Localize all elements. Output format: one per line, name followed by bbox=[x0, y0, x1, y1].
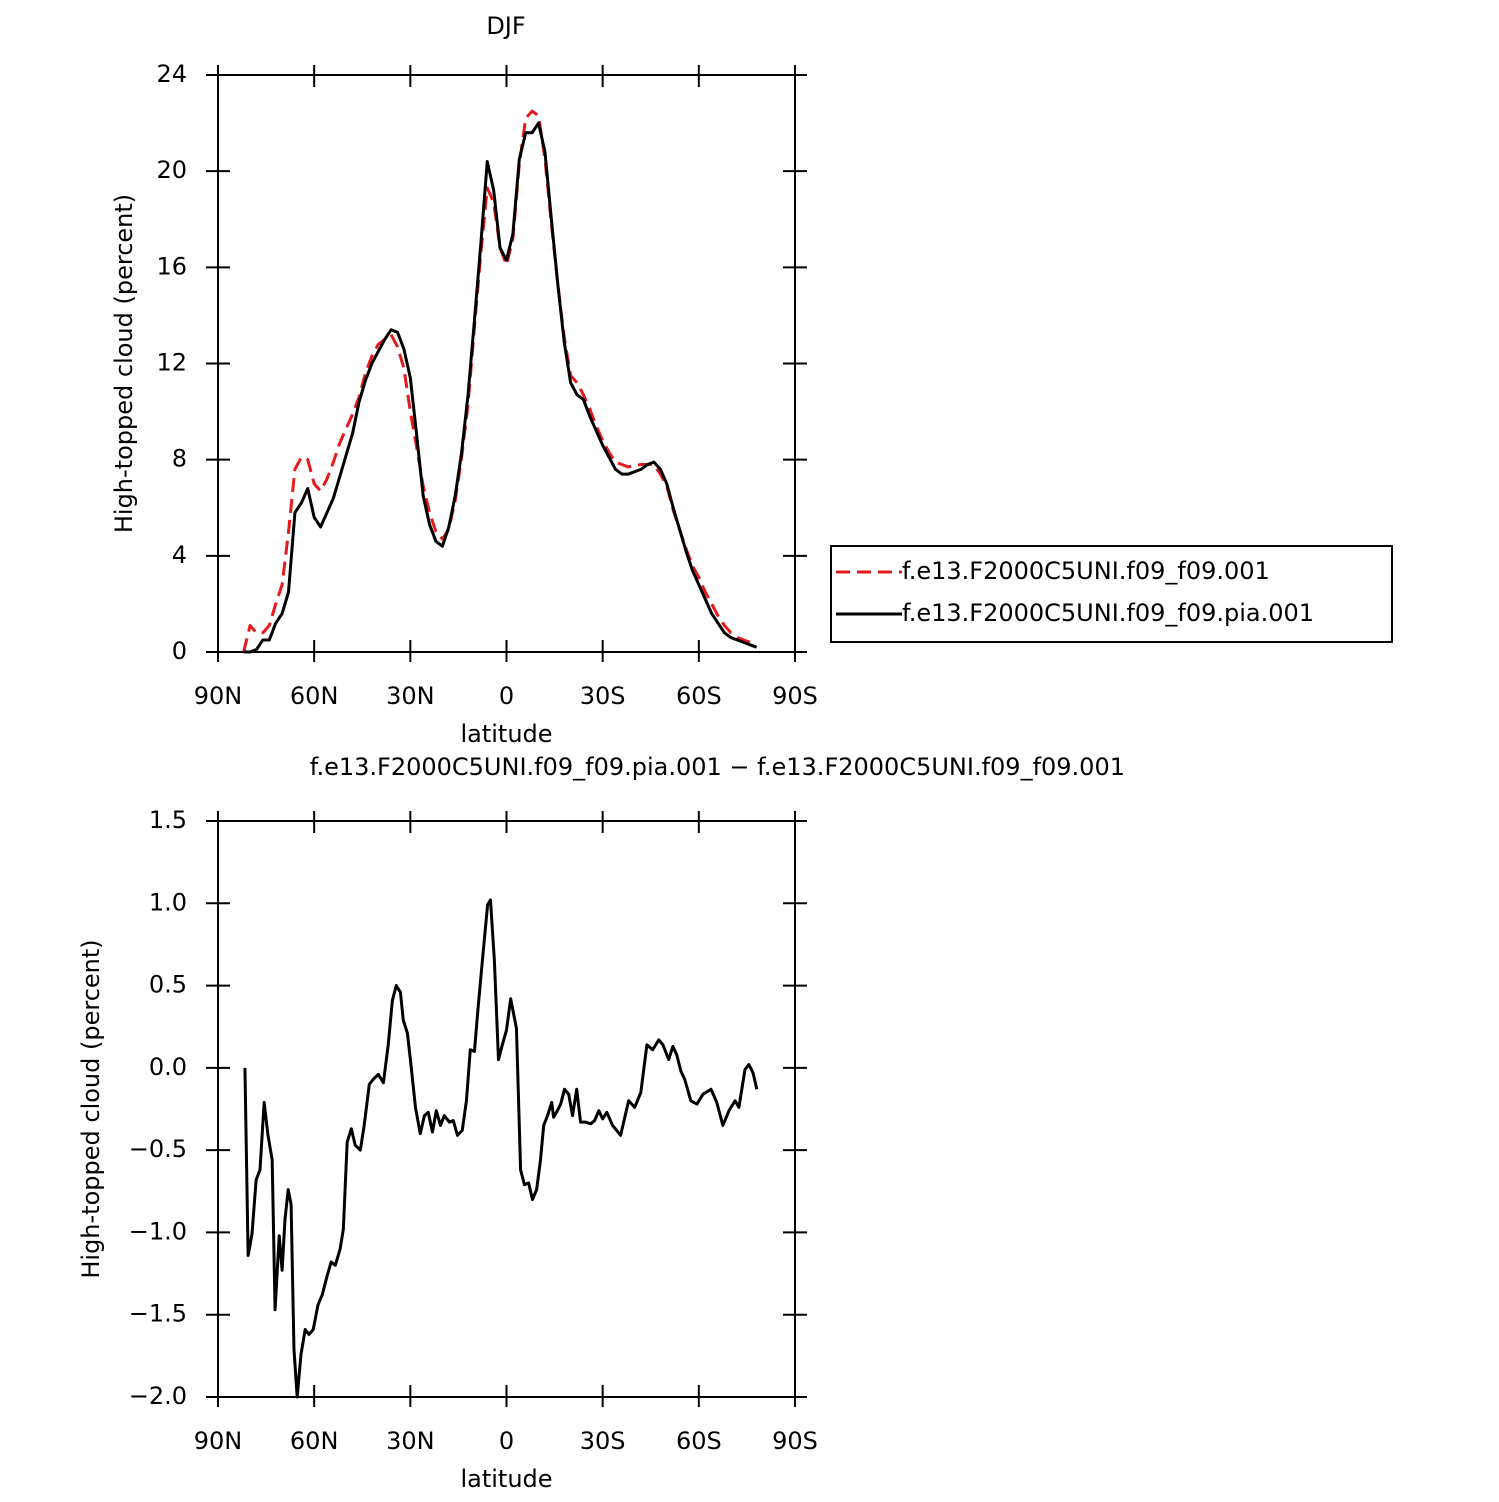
x-tick-label: 30S bbox=[580, 682, 626, 710]
y-tick-label: −1.5 bbox=[129, 1300, 187, 1328]
x-tick-label: 30N bbox=[386, 1427, 435, 1455]
y-tick-label: 24 bbox=[156, 60, 187, 88]
y-tick-label: 1.0 bbox=[149, 888, 187, 916]
chart-title: f.e13.F2000C5UNI.f09_f09.pia.001 − f.e13… bbox=[310, 753, 1125, 781]
x-tick-label: 30N bbox=[386, 682, 435, 710]
x-tick-label: 0 bbox=[499, 682, 514, 710]
x-tick-label: 90N bbox=[194, 682, 243, 710]
x-tick-label: 0 bbox=[499, 1427, 514, 1455]
y-tick-label: −0.5 bbox=[129, 1135, 187, 1163]
series-line bbox=[243, 898, 759, 1399]
x-tick-label: 60N bbox=[290, 1427, 339, 1455]
chart-title: DJF bbox=[486, 12, 525, 40]
y-tick-label: 0.0 bbox=[149, 1053, 187, 1081]
legend-label: f.e13.F2000C5UNI.f09_f09.001 bbox=[902, 557, 1270, 585]
y-tick-label: 1.5 bbox=[149, 806, 187, 834]
legend-box bbox=[830, 545, 1393, 643]
y-tick-label: 16 bbox=[156, 252, 187, 280]
series-line bbox=[242, 109, 758, 653]
legend-label: f.e13.F2000C5UNI.f09_f09.pia.001 bbox=[902, 599, 1314, 627]
x-tick-label: 60S bbox=[676, 682, 722, 710]
y-axis-label: High-topped cloud (percent) bbox=[77, 939, 105, 1278]
x-tick-label: 90S bbox=[772, 1427, 818, 1455]
y-tick-label: 4 bbox=[172, 541, 187, 569]
series-line bbox=[243, 121, 758, 654]
y-tick-label: −2.0 bbox=[129, 1382, 187, 1410]
y-tick-label: −1.0 bbox=[129, 1217, 187, 1245]
x-tick-label: 90S bbox=[772, 682, 818, 710]
x-tick-label: 60N bbox=[290, 682, 339, 710]
y-tick-label: 8 bbox=[172, 445, 187, 473]
x-axis-label: latitude bbox=[460, 1465, 552, 1493]
y-tick-label: 20 bbox=[156, 156, 187, 184]
y-tick-label: 0.5 bbox=[149, 971, 187, 999]
y-tick-label: 0 bbox=[172, 637, 187, 665]
x-axis-label: latitude bbox=[460, 720, 552, 748]
x-tick-label: 30S bbox=[580, 1427, 626, 1455]
y-axis-label: High-topped cloud (percent) bbox=[110, 194, 138, 533]
plot-frame bbox=[217, 820, 796, 1398]
y-tick-label: 12 bbox=[156, 349, 187, 377]
x-tick-label: 90N bbox=[194, 1427, 243, 1455]
plot-frame bbox=[217, 74, 796, 653]
x-tick-label: 60S bbox=[676, 1427, 722, 1455]
